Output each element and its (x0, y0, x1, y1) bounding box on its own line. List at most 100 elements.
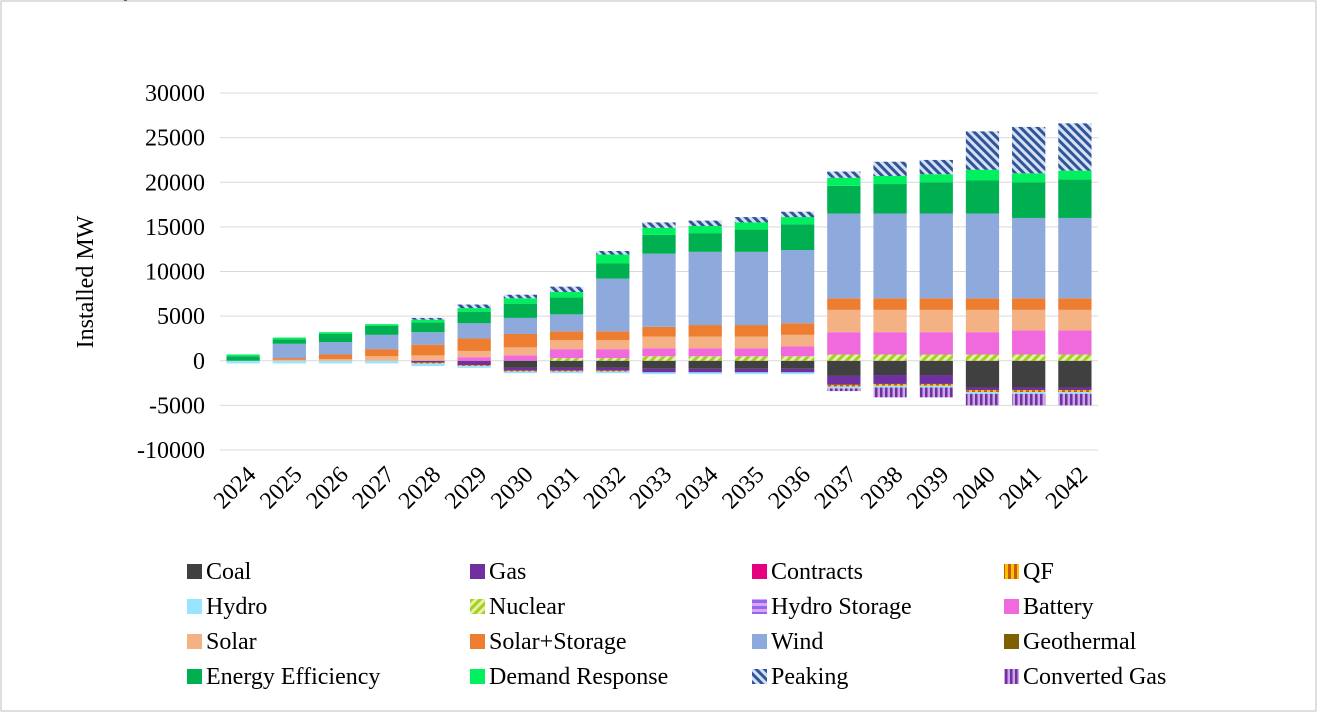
bar-segment-qf (503, 370, 538, 372)
bar-segment-energy-efficiency (503, 303, 538, 318)
bar-segment-battery (827, 332, 861, 355)
bar-segment-solar (1058, 309, 1092, 331)
bar-segment-solar (642, 336, 676, 349)
bar-segment-qf (411, 362, 445, 364)
bar-segment-solar (503, 347, 538, 356)
bar-segment-battery (780, 346, 815, 357)
legend-swatch (470, 564, 485, 579)
bar-segment-demand-response (226, 354, 260, 357)
bar-segment-battery (965, 332, 1000, 355)
bar-segment-battery (873, 332, 907, 355)
bar-segment-energy-efficiency (688, 233, 722, 252)
legend-label: Battery (1023, 594, 1094, 620)
bar-segment-coal (734, 360, 769, 369)
bar-segment-nuclear (919, 354, 953, 361)
bar-segment-hydro (226, 360, 260, 364)
bar-segment-solar-storage (411, 344, 445, 356)
legend-label: Hydro Storage (771, 594, 912, 620)
bar-segment-qf (1058, 390, 1092, 392)
bar-segment-solar-storage (780, 323, 815, 335)
bar-segment-qf (965, 390, 1000, 392)
bar-segment-qf (827, 384, 861, 387)
bar-segment-hydro (549, 371, 584, 374)
y-tick-label: 30000 (145, 81, 205, 107)
bar-segment-coal (549, 360, 584, 368)
bar-segment-converted-gas (873, 387, 907, 398)
bar-segment-solar-storage (1058, 298, 1092, 310)
bar-segment-coal (1012, 360, 1046, 388)
y-axis-label: Installed MW (73, 215, 99, 348)
bar-segment-peaking (827, 171, 861, 178)
bar-segment-solar-storage (919, 298, 953, 310)
bar-segment-demand-response (411, 319, 445, 323)
bar-segment-hydro (272, 360, 306, 364)
bar-segment-nuclear (827, 354, 861, 361)
bar-segment-solar (365, 356, 399, 361)
bar-segment-hydro (873, 385, 907, 388)
bar-segment-gas (596, 367, 630, 371)
bar-segment-battery (457, 357, 491, 361)
bar-segment-coal (873, 360, 907, 376)
bar-segment-solar (596, 340, 630, 350)
bar-segment-battery (549, 349, 584, 359)
bar-segment-demand-response (1012, 173, 1046, 183)
bar-segment-nuclear (1012, 354, 1046, 361)
legend-label: Geothermal (1023, 629, 1137, 655)
bar-segment-qf (457, 365, 491, 367)
legend-label: Wind (771, 629, 823, 655)
bar-segment-peaking (919, 159, 953, 175)
bar-segment-wind (318, 342, 353, 355)
bar-segment-gas (457, 360, 491, 366)
bars (226, 123, 1092, 406)
legend-swatch (187, 669, 202, 684)
bar-segment-solar-storage (1012, 298, 1046, 310)
bar-segment-energy-efficiency (734, 229, 769, 252)
bar-segment-wind (780, 250, 815, 324)
legend-swatch (187, 634, 202, 649)
bar-segment-energy-efficiency (226, 356, 260, 361)
bar-segment-demand-response (688, 225, 722, 234)
bar-segment-solar-storage (688, 325, 722, 337)
bar-segment-gas (642, 368, 676, 373)
bar-segment-solar (734, 336, 769, 349)
bar-segment-demand-response (503, 298, 538, 304)
bar-segment-qf (1012, 390, 1046, 392)
bar-segment-wind (596, 278, 630, 332)
legend: Coal Gas Contracts QF Hydro Nuclear Hydro Stor… (187, 559, 1166, 690)
bar-segment-solar-storage (503, 333, 538, 348)
bar-segment-demand-response (873, 176, 907, 185)
bar-segment-gas (827, 375, 861, 385)
legend-label: Solar (206, 629, 257, 655)
bar-segment-peaking (780, 211, 815, 218)
bar-segment-hydro (780, 372, 815, 375)
bar-segment-demand-response (1058, 170, 1092, 180)
bar-segment-hydro (365, 360, 399, 364)
bar-segment-solar-storage (873, 298, 907, 310)
bar-segment-peaking (965, 131, 1000, 170)
bar-segment-solar-storage (734, 325, 769, 337)
legend-swatch (187, 564, 202, 579)
bar-segment-wind (457, 323, 491, 339)
bar-segment-battery (919, 332, 953, 355)
bar-segment-converted-gas (919, 387, 953, 398)
legend-swatch (470, 669, 485, 684)
bar-segment-hydro (596, 371, 630, 374)
bar-segment-coal (1058, 360, 1092, 388)
bar-segment-hydro (827, 386, 861, 389)
bar-segment-wind (919, 213, 953, 299)
bar-segment-solar (919, 309, 953, 333)
legend-swatch (1004, 669, 1019, 684)
bar-segment-energy-efficiency (873, 184, 907, 214)
legend-swatch (1004, 634, 1019, 649)
bar-segment-wind (272, 343, 306, 359)
bar-segment-battery (596, 349, 630, 359)
bar-segment-nuclear (1058, 354, 1092, 361)
bar-segment-energy-efficiency (457, 311, 491, 324)
legend-label: Coal (206, 559, 252, 585)
bar-segment-converted-gas (827, 388, 861, 392)
bar-segment-solar (780, 334, 815, 347)
bar-segment-nuclear (780, 356, 815, 361)
legend-label: Nuclear (489, 594, 565, 620)
bar-segment-peaking (549, 286, 584, 293)
bar-segment-peaking (688, 220, 722, 226)
